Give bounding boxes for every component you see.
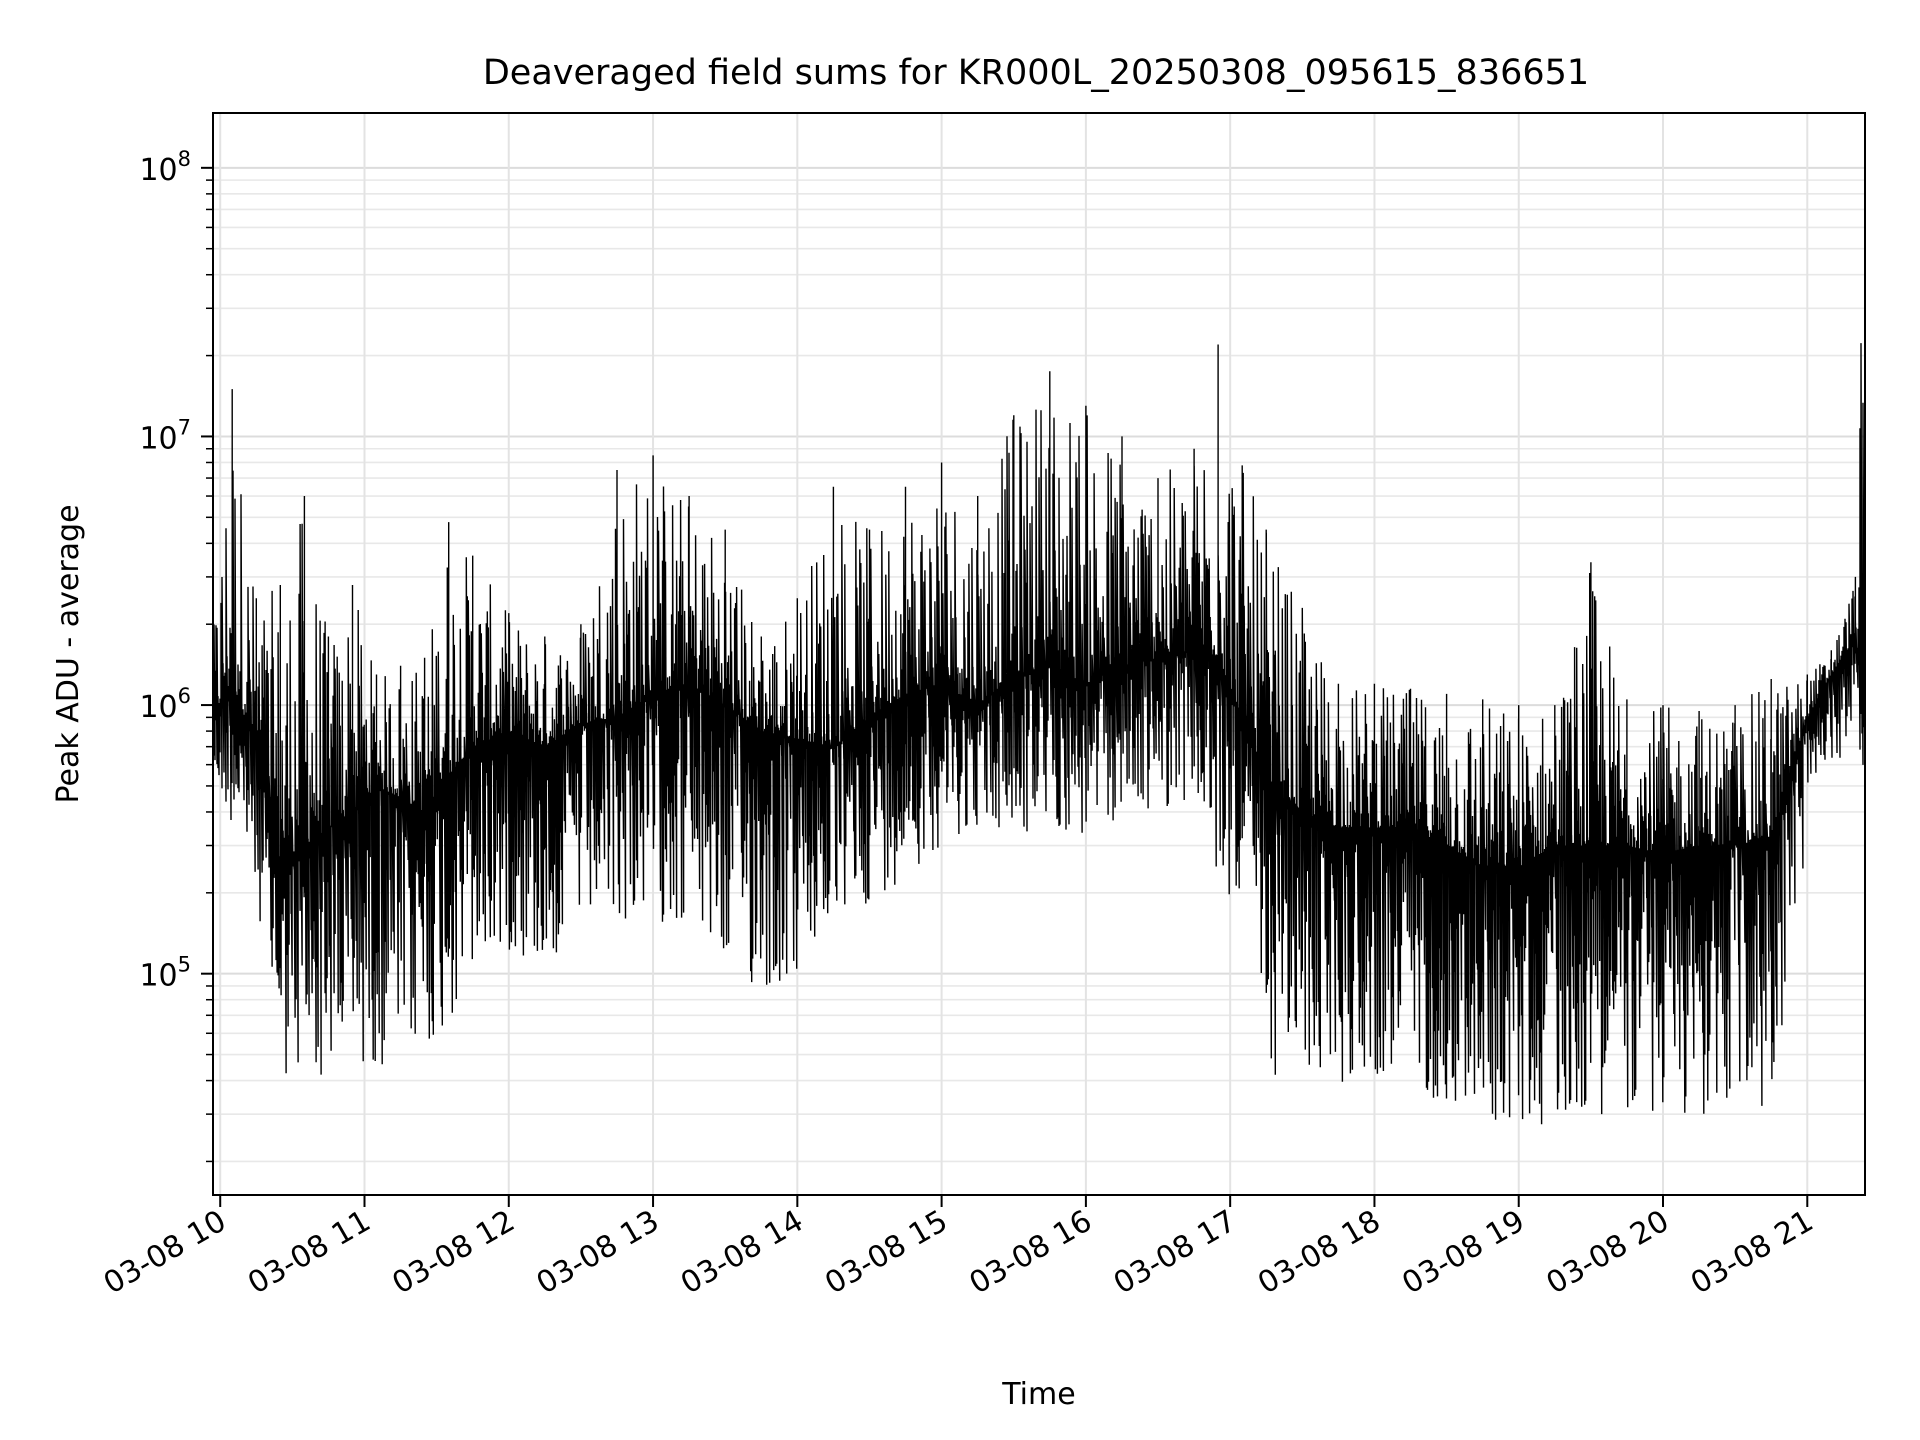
x-tick-label: 03-08 12 (386, 1204, 520, 1302)
x-axis-ticks: 03-08 10 03-08 11 03-08 12 03-08 13 03-08 14… (98, 1195, 1819, 1301)
x-axis-label: Time (1001, 1377, 1075, 1412)
y-axis-label: Peak ADU - average (51, 504, 86, 803)
y-tick-label: 107 (139, 415, 191, 456)
x-tick-label: 03-08 18 (1252, 1204, 1386, 1302)
x-tick-label: 03-08 14 (675, 1204, 809, 1302)
y-tick-label: 105 (139, 953, 191, 994)
x-tick-label: 03-08 19 (1396, 1204, 1530, 1302)
plot-frame (212, 112, 1866, 1196)
x-tick-label: 03-08 13 (531, 1204, 665, 1302)
x-tick-label: 03-08 10 (98, 1204, 232, 1302)
x-tick-label: 03-08 11 (242, 1204, 376, 1302)
y-axis-ticks: 105 106 107 108 (139, 147, 213, 1163)
y-tick-label: 106 (139, 684, 191, 725)
chart-title: Deaveraged field sums for KR000L_2025030… (483, 53, 1589, 93)
data-series (212, 167, 1866, 1125)
x-tick-label: 03-08 21 (1685, 1204, 1819, 1302)
x-tick-label: 03-08 16 (964, 1204, 1098, 1302)
x-tick-label: 03-08 15 (819, 1204, 953, 1302)
y-tick-label: 108 (139, 147, 191, 188)
x-tick-label: 03-08 17 (1108, 1204, 1242, 1302)
x-tick-label: 03-08 20 (1541, 1204, 1675, 1302)
series-line (212, 167, 1866, 1125)
